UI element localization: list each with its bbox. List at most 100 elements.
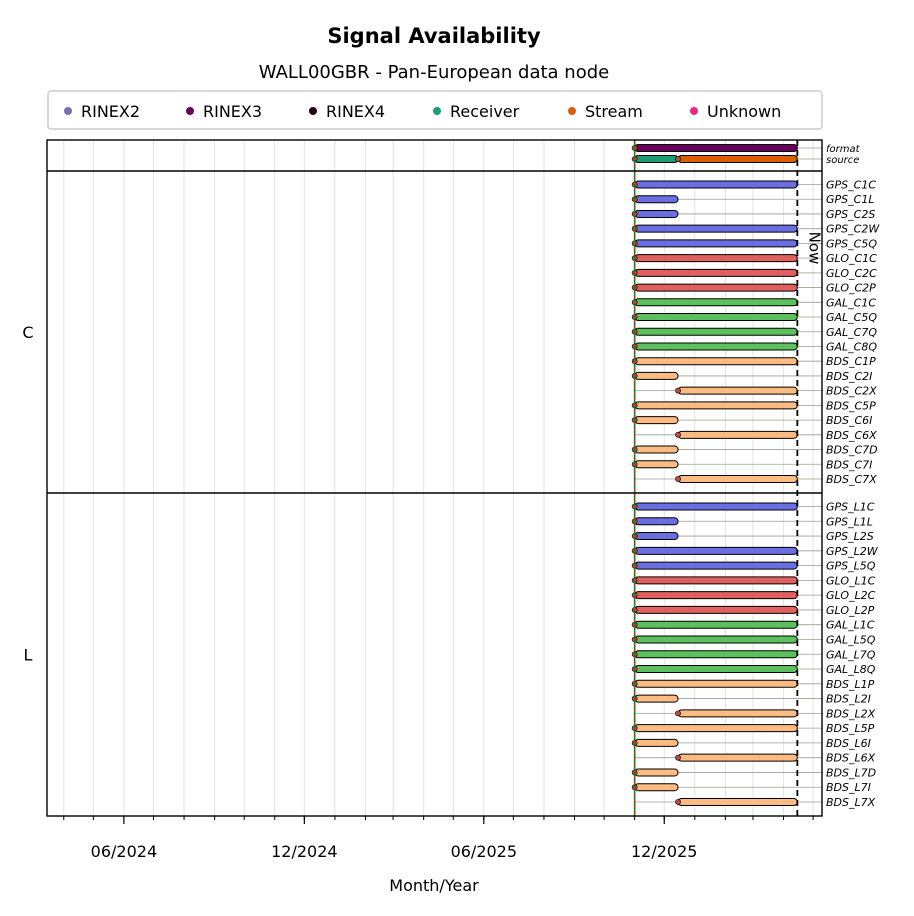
signal-label: BDS_L7D	[826, 766, 876, 779]
signal-label: GAL_L5Q	[826, 633, 876, 646]
signal-label: BDS_C2X	[826, 385, 877, 398]
legend-label-receiver: Receiver	[450, 102, 520, 121]
availability-bar	[634, 313, 798, 322]
chart-subtitle: WALL00GBR - Pan-European data node	[259, 62, 609, 83]
availability-bar	[677, 430, 798, 439]
signal-label: GAL_L7Q	[826, 648, 876, 661]
signal-label: BDS_L2I	[826, 693, 871, 706]
start-point	[675, 754, 681, 761]
start-point	[675, 710, 681, 717]
signal-label: GPS_L1L	[826, 515, 873, 528]
availability-bar	[634, 502, 798, 511]
legend: RINEX2 RINEX3 RINEX4 Receiver Stream Unknown	[47, 90, 823, 130]
signal-label: GPS_C5Q	[826, 237, 877, 250]
signal-label: GLO_C2C	[826, 267, 877, 280]
group-label: C	[22, 323, 33, 342]
availability-bar	[634, 445, 679, 454]
legend-label-rinex4: RINEX4	[326, 102, 385, 121]
availability-bar	[634, 371, 679, 380]
signal-label: format	[826, 144, 861, 155]
chart-title: Signal Availability	[327, 24, 541, 48]
signal-label: GAL_C1C	[826, 296, 876, 309]
x-axis-label: Month/Year	[389, 876, 479, 895]
signal-label: GLO_L2P	[826, 604, 875, 617]
availability-bar	[634, 254, 798, 263]
legend-label-rinex2: RINEX2	[81, 102, 140, 121]
signal-label: GPS_C2W	[826, 223, 880, 236]
availability-bar	[634, 738, 679, 747]
availability-bar	[634, 605, 798, 614]
signal-label: BDS_L1P	[826, 678, 875, 691]
availability-bar	[634, 724, 798, 733]
start-point	[675, 431, 681, 438]
start-point	[675, 476, 681, 482]
legend-label-rinex3: RINEX3	[203, 102, 262, 121]
legend-marker-unknown	[690, 107, 698, 115]
signal-label: GAL_C7Q	[826, 326, 877, 339]
availability-bar	[634, 239, 798, 248]
plot-frames: Now	[46, 139, 823, 817]
signal-label: GAL_L1C	[826, 619, 875, 632]
signal-label: GPS_L5Q	[826, 560, 876, 573]
legend-label-unknown: Unknown	[707, 102, 781, 121]
signal-label: GAL_C5Q	[826, 311, 877, 324]
group-label: L	[24, 646, 33, 665]
availability-bar	[634, 342, 798, 351]
availability-bar	[634, 283, 798, 292]
legend-marker-receiver	[433, 107, 441, 115]
now-label: Now	[805, 232, 823, 265]
x-tick-label: 06/2025	[451, 842, 517, 861]
signal-label: GLO_C1C	[826, 252, 877, 265]
availability-bar	[677, 386, 798, 395]
start-point	[675, 156, 681, 162]
availability-bar	[634, 532, 679, 541]
legend-marker-rinex4	[309, 107, 317, 115]
legend-marker-stream	[568, 107, 576, 115]
availability-bar	[634, 650, 798, 659]
availability-bar	[634, 357, 798, 366]
signal-label: GPS_L2S	[826, 530, 874, 543]
signal-label: BDS_C5P	[826, 399, 876, 412]
signal-label: GAL_C8Q	[826, 340, 877, 353]
legend-marker-rinex3	[186, 107, 194, 115]
availability-bar	[634, 546, 798, 555]
start-point	[675, 799, 681, 805]
signal-label: BDS_L7X	[826, 796, 876, 809]
signal-label: GPS_C2S	[826, 208, 875, 221]
availability-bar	[677, 709, 798, 718]
signal-label: GPS_C1C	[826, 179, 876, 192]
signal-label: GLO_L1C	[826, 574, 876, 587]
availability-bar	[634, 209, 679, 218]
availability-bar	[677, 798, 798, 806]
signal-label: BDS_L6X	[826, 752, 876, 765]
x-tick-label: 12/2024	[271, 842, 337, 861]
signal-label: GLO_C2P	[826, 282, 876, 295]
availability-bar	[677, 753, 798, 762]
availability-bar	[634, 195, 679, 204]
signal-label: source	[826, 155, 859, 166]
start-point	[675, 387, 681, 394]
availability-bar	[634, 620, 798, 629]
availability-bar	[634, 298, 798, 307]
availability-bar	[677, 155, 798, 163]
signal-label: BDS_L5P	[826, 722, 875, 735]
signal-label: GAL_L8Q	[826, 663, 876, 676]
availability-bar	[634, 224, 798, 233]
availability-bar	[634, 783, 679, 792]
availability-bar	[634, 144, 798, 152]
availability-bar	[634, 665, 798, 674]
signal-label: GPS_L1C	[826, 501, 875, 514]
availability-bar	[634, 694, 679, 703]
signal-label: BDS_L2X	[826, 707, 876, 720]
availability-bar	[634, 327, 798, 336]
availability-bar	[634, 155, 679, 163]
signal-label: BDS_C7X	[826, 473, 877, 486]
x-tick-label: 06/2024	[91, 842, 157, 861]
signal-label: GPS_C1L	[826, 193, 874, 206]
signal-label: GPS_L2W	[826, 545, 879, 558]
legend-marker-rinex2	[64, 107, 72, 115]
signal-label: BDS_C6I	[826, 414, 872, 427]
x-axis: 06/2024 12/2024 06/2025 12/2025	[63, 816, 814, 861]
